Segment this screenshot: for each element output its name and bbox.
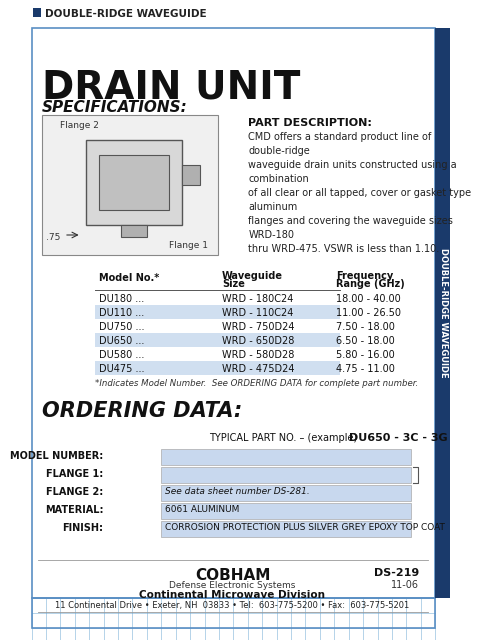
Text: *Indicates Model Number.  See ORDERING DATA for complete part number.: *Indicates Model Number. See ORDERING DA… — [95, 379, 418, 388]
Bar — [95, 305, 341, 319]
Text: DS-219: DS-219 — [374, 568, 419, 578]
Text: 7.50 - 18.00: 7.50 - 18.00 — [336, 322, 395, 332]
Text: 11-06: 11-06 — [392, 580, 419, 590]
Text: 11.00 - 26.50: 11.00 - 26.50 — [336, 308, 401, 318]
Text: Continental Microwave Division: Continental Microwave Division — [140, 590, 326, 600]
Text: 6061 ALUMINUM: 6061 ALUMINUM — [165, 505, 239, 514]
Text: WRD - 580D28: WRD - 580D28 — [222, 350, 295, 360]
Text: Model No.*: Model No.* — [99, 273, 159, 283]
Text: DU110 ...: DU110 ... — [99, 308, 145, 318]
Text: 11 Continental Drive • Exeter, NH  03833 • Tel:  603-775-5200 • Fax:  603-775-52: 11 Continental Drive • Exeter, NH 03833 … — [55, 601, 410, 610]
Bar — [160, 503, 411, 519]
Bar — [160, 449, 411, 465]
Text: Waveguide: Waveguide — [222, 271, 283, 281]
Bar — [435, 28, 450, 598]
Text: 6.50 - 18.00: 6.50 - 18.00 — [336, 336, 395, 346]
Bar — [86, 140, 183, 225]
Text: DU580 ...: DU580 ... — [99, 350, 145, 360]
Text: Flange 1: Flange 1 — [169, 241, 208, 250]
Text: WRD - 475D24: WRD - 475D24 — [222, 364, 295, 374]
Bar — [95, 333, 341, 347]
Text: ORDERING DATA:: ORDERING DATA: — [42, 401, 243, 421]
Bar — [32, 28, 435, 598]
Bar — [42, 115, 218, 255]
Text: FINISH:: FINISH: — [62, 523, 103, 533]
Text: DOUBLE-RIDGE WAVEGUIDE: DOUBLE-RIDGE WAVEGUIDE — [439, 248, 447, 378]
Text: MATERIAL:: MATERIAL: — [45, 505, 103, 515]
Bar — [160, 521, 411, 537]
Bar — [160, 485, 411, 501]
Bar — [33, 8, 41, 17]
Text: 18.00 - 40.00: 18.00 - 40.00 — [336, 294, 401, 304]
Text: DU750 ...: DU750 ... — [99, 322, 145, 332]
Text: DRAIN UNIT: DRAIN UNIT — [42, 68, 300, 106]
Text: DU650 ...: DU650 ... — [99, 336, 145, 346]
Bar — [32, 28, 435, 598]
Text: DOUBLE-RIDGE WAVEGUIDE: DOUBLE-RIDGE WAVEGUIDE — [45, 9, 206, 19]
Text: 4.75 - 11.00: 4.75 - 11.00 — [336, 364, 395, 374]
Text: Flange 2: Flange 2 — [59, 121, 99, 130]
Text: TYPICAL PART NO. – (example): TYPICAL PART NO. – (example) — [209, 433, 357, 443]
Bar — [32, 598, 435, 628]
Text: WRD - 650D28: WRD - 650D28 — [222, 336, 295, 346]
Text: WRD - 750D24: WRD - 750D24 — [222, 322, 295, 332]
Bar — [160, 467, 411, 483]
Text: .75: .75 — [47, 233, 61, 242]
Bar — [95, 361, 341, 375]
Text: Defense Electronic Systems: Defense Electronic Systems — [169, 581, 296, 590]
Text: DU475 ...: DU475 ... — [99, 364, 145, 374]
Text: WRD - 180C24: WRD - 180C24 — [222, 294, 294, 304]
Text: DU650 - 3C - 3G: DU650 - 3C - 3G — [349, 433, 448, 443]
Text: PART DESCRIPTION:: PART DESCRIPTION: — [248, 118, 372, 128]
Text: 5.80 - 16.00: 5.80 - 16.00 — [336, 350, 395, 360]
Text: Frequency: Frequency — [336, 271, 394, 281]
Text: Range (GHz): Range (GHz) — [336, 279, 405, 289]
Bar — [183, 165, 200, 185]
Text: CORROSION PROTECTION PLUS SILVER GREY EPOXY TOP COAT: CORROSION PROTECTION PLUS SILVER GREY EP… — [165, 523, 445, 532]
Text: FLANGE 1:: FLANGE 1: — [46, 469, 103, 479]
Text: DU180 ...: DU180 ... — [99, 294, 145, 304]
Text: SPECIFICATIONS:: SPECIFICATIONS: — [42, 100, 188, 115]
Text: WRD - 110C24: WRD - 110C24 — [222, 308, 294, 318]
Text: Size: Size — [222, 279, 245, 289]
Text: See data sheet number DS-281.: See data sheet number DS-281. — [165, 487, 310, 496]
Text: FLANGE 2:: FLANGE 2: — [46, 487, 103, 497]
Bar — [99, 155, 169, 210]
Bar — [121, 225, 148, 237]
Text: COBHAM: COBHAM — [195, 568, 270, 583]
Text: MODEL NUMBER:: MODEL NUMBER: — [10, 451, 103, 461]
Text: CMD offers a standard product line of double-ridge
waveguide drain units constru: CMD offers a standard product line of do… — [248, 132, 471, 254]
